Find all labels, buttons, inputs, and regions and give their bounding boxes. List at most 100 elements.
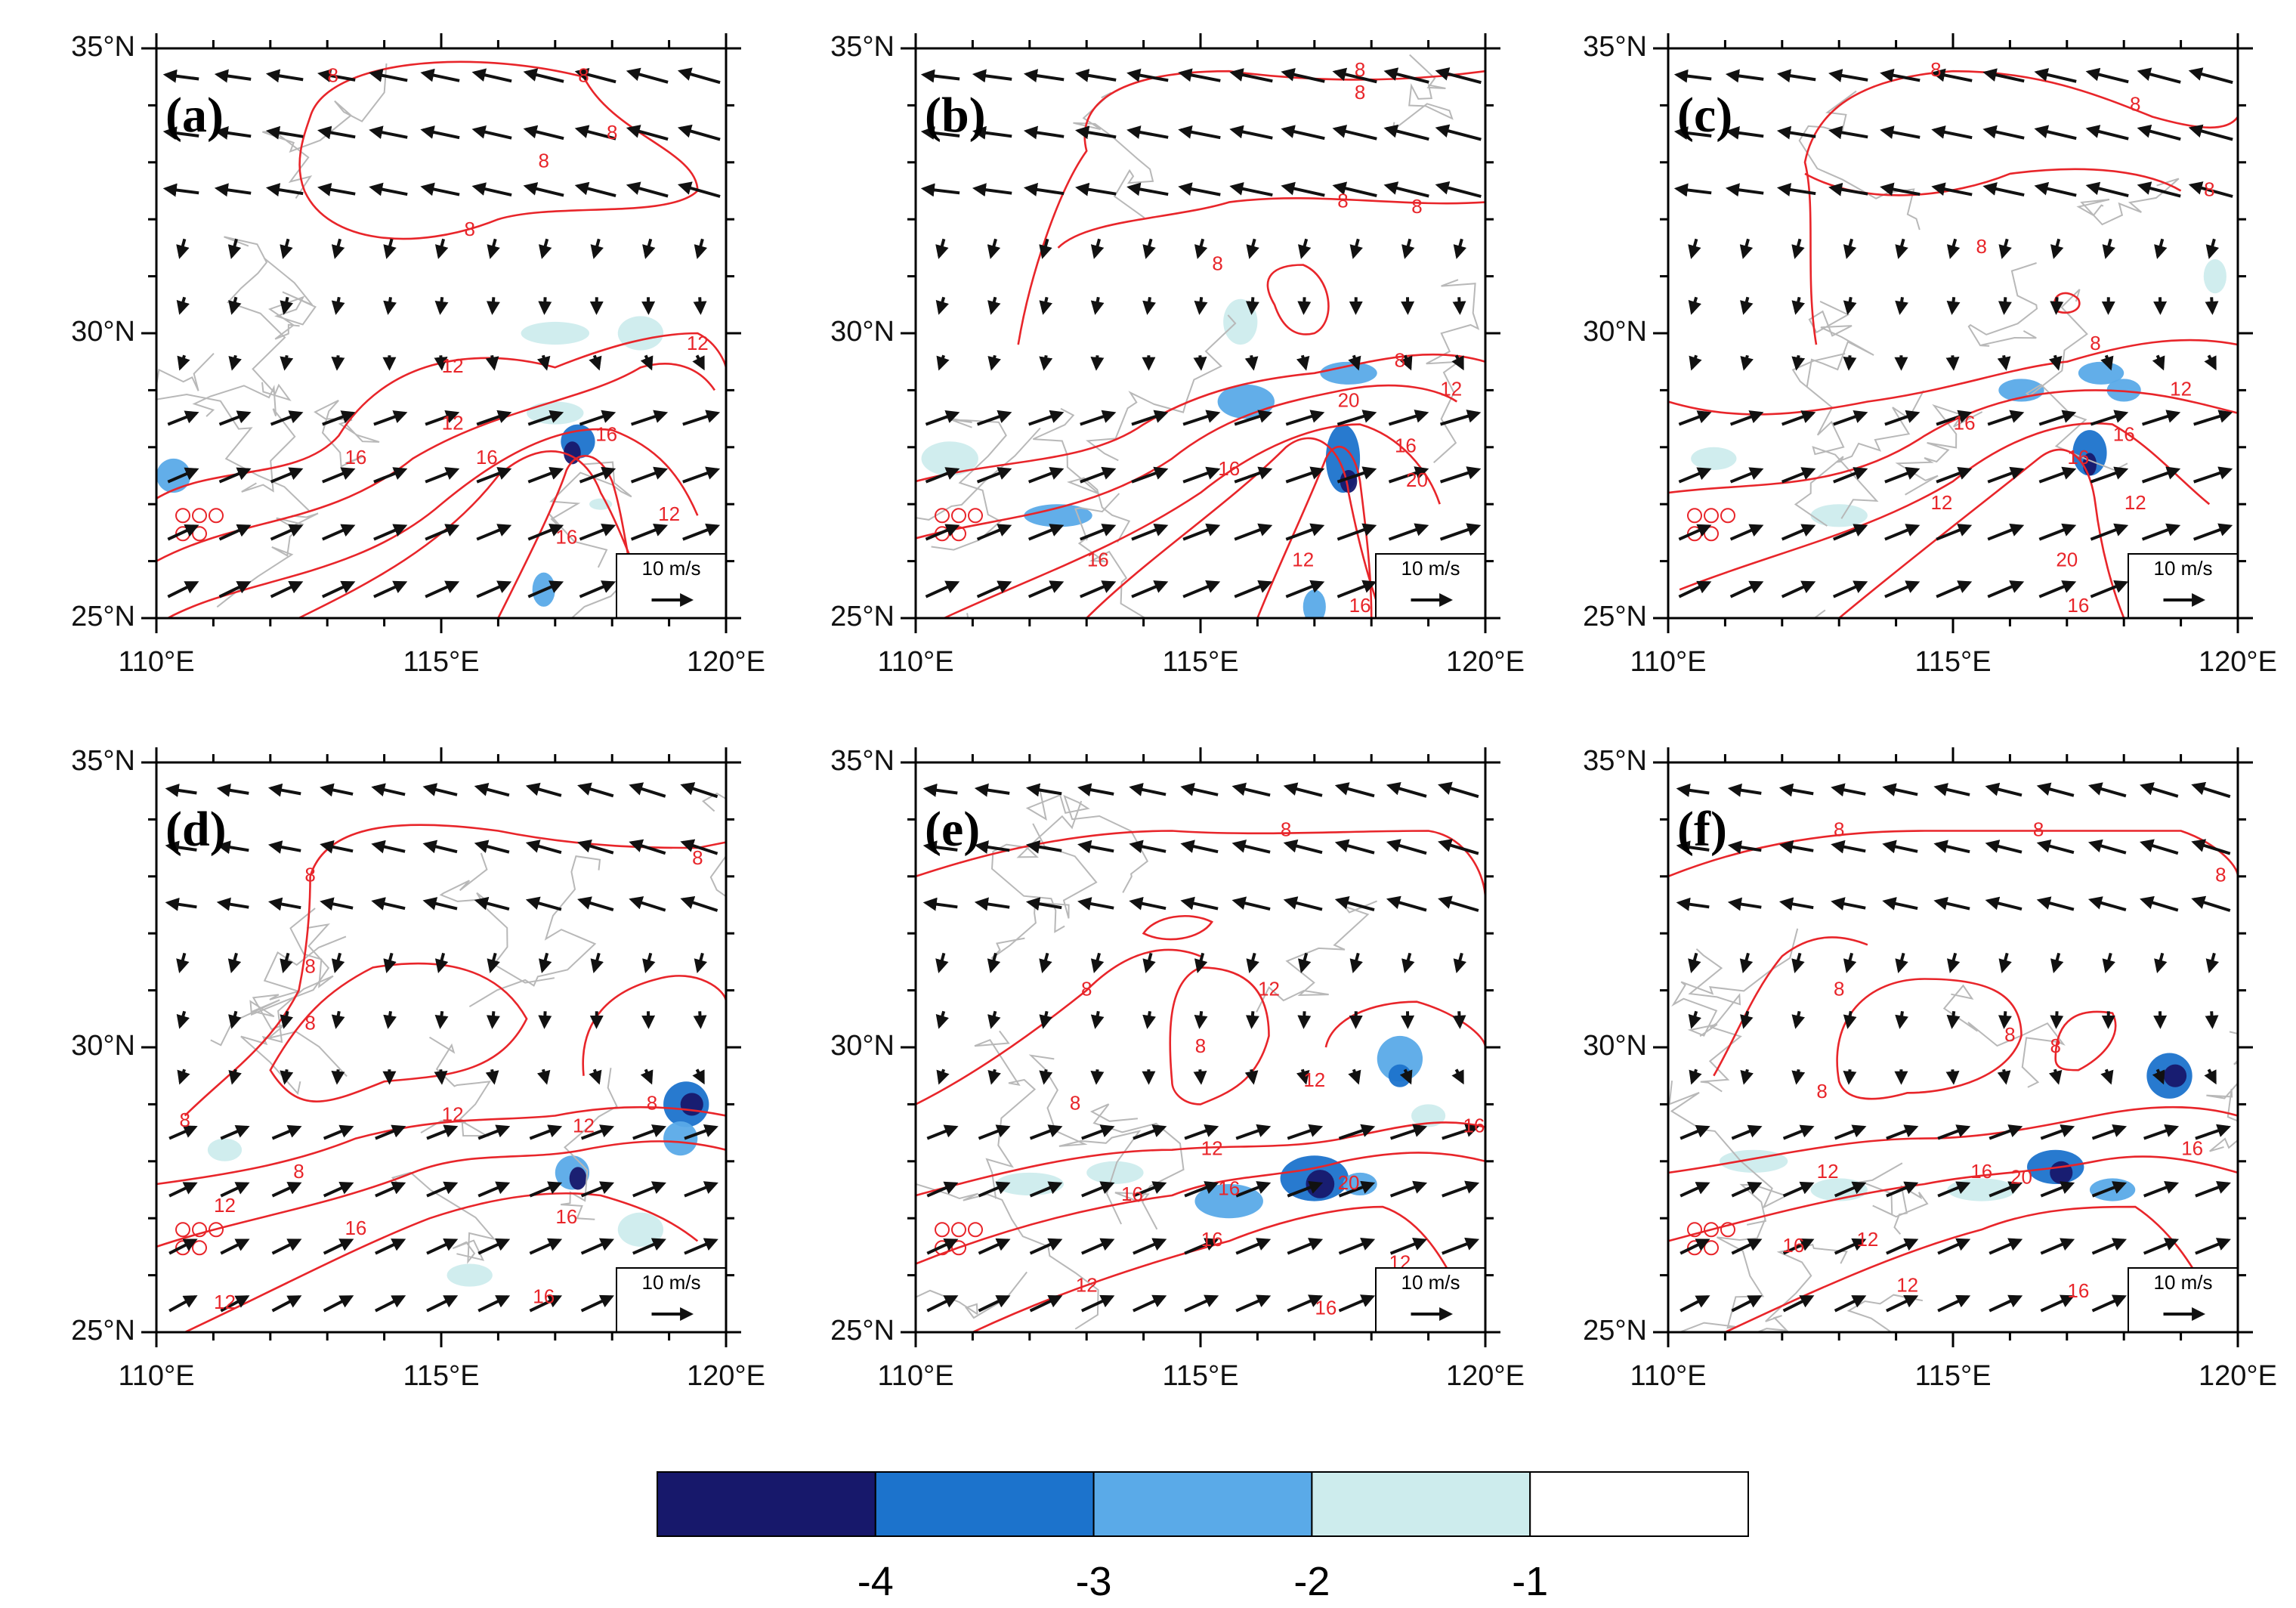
wind-speed-contour [1668, 1106, 2238, 1174]
wind-vector [434, 238, 449, 259]
wind-vector [629, 896, 666, 912]
wind-vector [1439, 466, 1482, 484]
wind-vector [2085, 181, 2129, 198]
wind-vector [1843, 1010, 1857, 1029]
contour-label: 8 [607, 121, 617, 144]
contour-label: 12 [1303, 1068, 1325, 1091]
wind-vector [1843, 238, 1857, 259]
wind-vector [1142, 1010, 1156, 1029]
wind-vector [1386, 781, 1427, 798]
wind-vector [574, 68, 616, 84]
wind-vector [1982, 182, 2025, 197]
wind-vector [168, 1238, 198, 1255]
lon-tick-label: 115°E [403, 1360, 479, 1392]
contour-label: 16 [1201, 1228, 1223, 1251]
wind-vector [1386, 895, 1427, 912]
map-panel-c: 8 8 8 8 8 12 16 16 12 16 20 12 16 10 m/s 25°N 30°N 35°N 1… [1583, 31, 2277, 678]
wind-vector [1296, 1068, 1310, 1085]
wind-vector [987, 238, 1001, 259]
wind-vector [422, 840, 458, 854]
wind-vector [2038, 523, 2077, 541]
wind-vector [1936, 466, 1973, 484]
wind-vector [1680, 1124, 1710, 1140]
wind-vector [2090, 410, 2129, 426]
wind-vector [1246, 238, 1259, 259]
contour-circle [175, 1222, 190, 1238]
wind-vector [1729, 467, 1764, 484]
wind-vector [2191, 781, 2231, 799]
precip-shading [680, 1093, 703, 1116]
wind-vector [216, 783, 249, 797]
wind-vector [1680, 1295, 1710, 1313]
lon-tick-label: 115°E [1914, 646, 1991, 678]
wind-vector [1673, 126, 1712, 140]
wind-vector [1401, 952, 1415, 973]
province-border [1392, 54, 1454, 132]
wind-vector [1182, 466, 1221, 484]
wind-vector [1298, 952, 1312, 973]
wind-vector [320, 840, 354, 854]
wind-vector [1383, 181, 1429, 198]
wind-vector [1080, 580, 1117, 598]
wind-vector [1791, 952, 1805, 973]
wind-vector [1029, 1124, 1063, 1140]
wind-vector [1281, 125, 1325, 141]
wind-vector [280, 1010, 294, 1029]
province-border [1426, 279, 1480, 464]
contour-circle [192, 1240, 207, 1256]
wind-speed-contour [1668, 830, 2238, 878]
wind-vector [317, 125, 356, 140]
wind-speed-contour [916, 353, 1485, 483]
wind-vector [1727, 897, 1762, 911]
wind-vector [976, 524, 1012, 541]
wind-vector [1731, 1181, 1763, 1198]
wind-vector [1193, 355, 1207, 371]
lon-tick-label: 110°E [118, 646, 194, 678]
contour-label: 8 [578, 64, 589, 87]
contour-label: 16 [1218, 1177, 1240, 1199]
contour-label: 16 [1315, 1297, 1337, 1319]
wind-vector [2195, 1238, 2231, 1255]
wind-speed-contour [916, 384, 1458, 540]
reference-vector-label: 10 m/s [2153, 1271, 2212, 1294]
lon-tick-label: 110°E [118, 1360, 194, 1392]
province-border [1794, 390, 1924, 527]
wind-vector [1348, 1068, 1361, 1085]
wind-vector [1739, 238, 1754, 259]
contour-circle [935, 508, 950, 524]
wind-vector [1987, 466, 2025, 484]
wind-vector [371, 897, 406, 911]
wind-vector [2205, 1011, 2219, 1029]
wind-vector [487, 238, 500, 259]
wind-vector [220, 1182, 250, 1198]
wind-vector [987, 1068, 1001, 1085]
contour-label: 8 [179, 1109, 190, 1131]
contour-label: 8 [1195, 1034, 1206, 1057]
wind-vector [1689, 1068, 1702, 1085]
wind-vector [525, 782, 562, 797]
contour-label: 16 [1087, 548, 1109, 571]
wind-vector [1388, 466, 1429, 484]
contour-label: 12 [2170, 377, 2192, 400]
wind-vector [1442, 1124, 1480, 1140]
wind-vector [1244, 1068, 1259, 1085]
contour-label: 12 [1440, 377, 1462, 400]
wind-vector [589, 354, 602, 371]
wind-vector [486, 1011, 500, 1029]
wind-vector [2091, 1294, 2127, 1313]
wind-vector [1843, 952, 1857, 973]
wind-vector [162, 183, 199, 197]
wind-vector [1438, 781, 1479, 799]
wind-vector [1442, 1237, 1480, 1255]
wind-vector [369, 68, 408, 82]
wind-vector [2091, 1238, 2128, 1255]
wind-vector [2193, 466, 2233, 484]
wind-vector [1285, 466, 1325, 484]
wind-vector [626, 181, 669, 198]
wind-vector [1936, 524, 1973, 541]
wind-vector [1982, 125, 2025, 140]
wind-vector [471, 125, 512, 140]
wind-vector [525, 840, 562, 855]
wind-vector [1349, 952, 1363, 973]
